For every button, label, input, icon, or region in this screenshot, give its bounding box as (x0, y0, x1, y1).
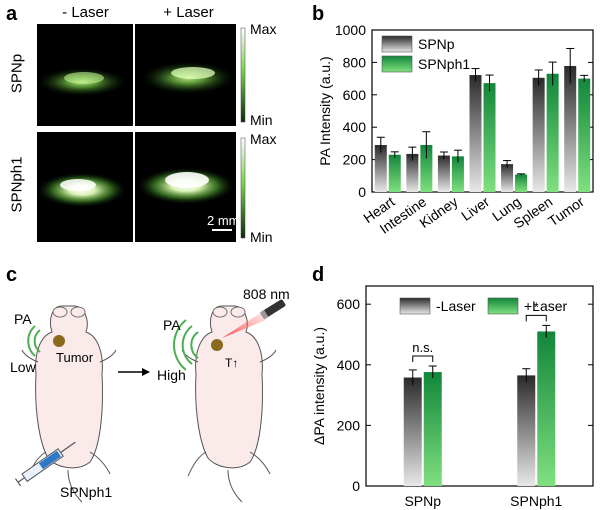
bar-+Laser-SPNph1 (537, 331, 556, 486)
laser-beam (222, 312, 266, 338)
y-axis-label: ΔPA intensity (a.u.) (311, 327, 327, 445)
panel-b-label: b (312, 3, 325, 25)
significance-bracket (525, 314, 547, 322)
tumor-right (211, 339, 223, 351)
left-pa-label: PA (14, 311, 32, 327)
plot-frame (365, 285, 594, 487)
category-label: SPNph1 (510, 493, 562, 509)
bar-SPNp-Heart (374, 145, 387, 192)
y-tick-label: 0 (358, 184, 366, 200)
legend-swatch-0 (399, 297, 431, 315)
col-header-plus-laser: + Laser (163, 4, 214, 21)
legend-swatch-0 (381, 35, 413, 53)
chart-d: 0 200 400 600 ΔPA intensity (a.u.) SPNp SPNph1… (311, 285, 594, 509)
bar-SPNph1-Lung (515, 174, 528, 192)
y-tick-label: 600 (343, 87, 367, 103)
laser-wavelength-label: 808 nm (243, 286, 290, 302)
y-tick-label: 400 (337, 357, 361, 373)
bar-SPNph1-Heart (388, 154, 401, 192)
y-tick-label: 400 (343, 119, 367, 135)
plot-frame (371, 29, 594, 193)
col-header-minus-laser: - Laser (62, 4, 109, 21)
category-label: Tumor (545, 193, 587, 229)
pa-image-grid (37, 24, 246, 242)
bar-SPNp-Lung (501, 164, 514, 192)
bar-SPNph1-Spleen (546, 73, 559, 192)
bar-SPNp-Tumor (564, 65, 577, 192)
legend-label-0: SPNp (418, 36, 455, 52)
left-level-label: Low (10, 359, 36, 375)
significance-bracket (412, 355, 434, 362)
panel-a-label: a (6, 3, 18, 25)
mouse-right (173, 299, 286, 503)
injection-label: SPNph1 (60, 484, 113, 500)
legend-label-0: -Laser (436, 298, 476, 314)
mouse-illustration (14, 299, 286, 503)
syringe-icon (14, 441, 76, 487)
panel-c-label: c (6, 264, 18, 286)
scale-bar-label: 2 mm (207, 213, 240, 228)
laser-pen-icon (259, 299, 286, 320)
bar-SPNp-Spleen (532, 77, 545, 192)
colorbar-bottom-max: Max (250, 131, 277, 147)
colorbar-bottom-min: Min (250, 229, 273, 245)
colorbar-top (240, 27, 246, 123)
bar--Laser-SPNph1 (517, 375, 536, 486)
significance-label: n.s. (412, 340, 433, 355)
bar-SPNp-Kidney (437, 155, 450, 192)
bar-SPNph1-Intestine (420, 145, 433, 192)
y-tick-label: 200 (337, 417, 361, 433)
legend-label-1: SPNph1 (418, 56, 470, 72)
bar--Laser-SPNp (403, 377, 422, 486)
temperature-label: T↑ (225, 356, 239, 370)
y-tick-label: 200 (343, 152, 367, 168)
category-label: SPNp (404, 493, 441, 509)
bar-SPNp-Liver (469, 75, 482, 192)
bar-SPNph1-Liver (483, 83, 496, 192)
legend-swatch-1 (487, 297, 519, 315)
y-tick-label: 1000 (335, 22, 366, 38)
y-tick-label: 0 (352, 478, 360, 494)
bar-SPNph1-Kidney (451, 156, 464, 192)
panel-d-label: d (312, 264, 325, 286)
bar-+Laser-SPNp (423, 372, 442, 486)
right-level-label: High (157, 367, 186, 383)
bar-SPNp-Intestine (406, 153, 419, 192)
legend-swatch-1 (381, 55, 413, 73)
category-label: Liver (458, 193, 492, 224)
bar-SPNph1-Tumor (578, 78, 591, 192)
y-tick-label: 800 (343, 54, 367, 70)
colorbar-top-max: Max (250, 21, 277, 37)
colorbar-top-min: Min (250, 112, 273, 128)
colorbar-bottom (240, 137, 246, 239)
tumor-left (53, 335, 65, 347)
tumor-label: Tumor (56, 350, 94, 365)
legend-label-1: +Laser (524, 298, 568, 314)
right-pa-label: PA (163, 317, 181, 333)
significance-label: * (534, 299, 539, 314)
y-tick-label: 600 (337, 296, 361, 312)
y-axis-label: PA Intensity (a.u.) (317, 56, 333, 165)
mouse-left (21, 305, 117, 503)
